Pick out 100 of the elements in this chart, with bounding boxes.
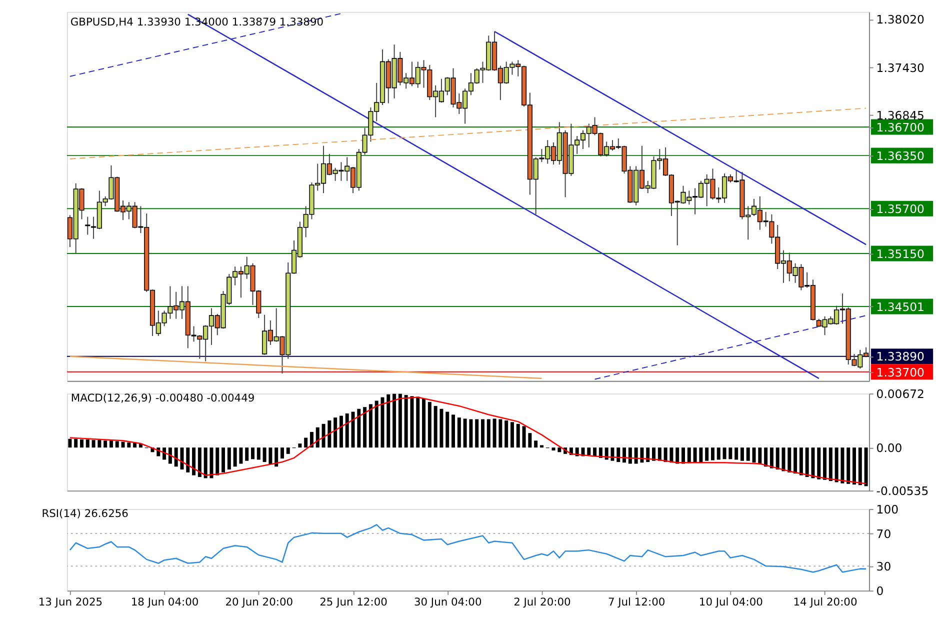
x-tick-label: 25 Jun 12:00 xyxy=(320,596,388,609)
y-tick-label: 1.35700 xyxy=(876,202,924,216)
bar xyxy=(681,448,685,464)
bar xyxy=(776,448,780,470)
bar xyxy=(251,448,255,460)
bar xyxy=(198,448,202,477)
bar xyxy=(115,441,119,448)
bar xyxy=(770,448,774,468)
line-series xyxy=(69,524,867,573)
bar xyxy=(398,394,402,448)
y-tick-label: 1.36700 xyxy=(876,120,924,134)
bar xyxy=(245,448,249,461)
bar xyxy=(828,448,832,482)
y-tick-label: 70 xyxy=(876,526,892,541)
bar xyxy=(734,448,738,460)
bar xyxy=(498,419,502,448)
bar xyxy=(334,418,338,448)
bar xyxy=(98,440,102,448)
bar xyxy=(210,448,214,478)
y-tick-label: 1.33890 xyxy=(876,350,924,364)
bar xyxy=(722,448,726,460)
bar xyxy=(256,448,260,460)
y-tick-label: 100 xyxy=(876,502,899,516)
bar xyxy=(86,439,90,448)
x-tick-label: 20 Jun 20:00 xyxy=(225,596,294,609)
bar xyxy=(534,440,538,448)
bar xyxy=(316,427,320,448)
bar xyxy=(834,448,838,482)
bar xyxy=(104,440,108,448)
y-tick-label: 0.00 xyxy=(876,440,902,455)
bar xyxy=(345,413,349,448)
bar xyxy=(475,419,479,448)
bar xyxy=(457,418,461,448)
bar xyxy=(469,419,473,448)
y-tick-label: 1.36845 xyxy=(876,108,924,123)
bar xyxy=(280,448,284,458)
y-tick-label: 30 xyxy=(876,559,892,574)
bar xyxy=(204,448,208,478)
bar xyxy=(180,448,184,470)
bar xyxy=(823,448,827,480)
bar xyxy=(480,419,484,448)
bar xyxy=(540,445,544,448)
bar xyxy=(74,438,78,448)
bar xyxy=(328,420,332,448)
bar xyxy=(799,448,803,476)
chart-title: MACD(12,26,9) -0.00480 -0.00449 xyxy=(70,391,255,404)
y-tick-label: -0.00535 xyxy=(876,484,929,498)
bar xyxy=(864,448,868,486)
bar xyxy=(670,448,674,463)
bar xyxy=(710,448,714,460)
bar xyxy=(351,412,355,448)
bar xyxy=(174,448,178,467)
y-tick-label: 1.33700 xyxy=(876,365,924,380)
bar xyxy=(740,448,744,461)
bar xyxy=(598,448,602,458)
bar xyxy=(286,448,290,454)
bar xyxy=(298,444,302,448)
bar xyxy=(552,448,556,450)
y-tick-label: 1.37430 xyxy=(876,60,924,75)
bar xyxy=(440,408,444,448)
bar xyxy=(357,408,361,448)
bar xyxy=(268,448,272,464)
bar xyxy=(239,448,243,464)
x-tick-label: 14 Jul 20:00 xyxy=(793,596,858,609)
bar xyxy=(840,448,844,484)
x-tick-label: 7 Jul 12:00 xyxy=(608,596,666,609)
bar xyxy=(486,419,490,448)
bar xyxy=(788,448,792,472)
bar xyxy=(628,448,632,464)
bar xyxy=(687,448,691,464)
bar xyxy=(764,448,768,467)
bar xyxy=(699,448,703,462)
bar xyxy=(446,412,450,448)
y-tick-label: 1.34501 xyxy=(876,300,924,314)
bar xyxy=(504,420,508,448)
x-tick-label: 2 Jul 20:00 xyxy=(514,596,572,609)
bar xyxy=(80,439,84,448)
bar xyxy=(227,448,231,470)
bar xyxy=(528,433,532,448)
y-tick-label: 0 xyxy=(876,584,884,598)
x-tick-label: 30 Jun 04:00 xyxy=(414,596,482,609)
bar xyxy=(805,448,809,477)
bar xyxy=(392,394,396,448)
bar xyxy=(233,448,237,467)
bar xyxy=(516,424,520,448)
bar xyxy=(374,400,378,448)
bar xyxy=(127,442,131,448)
bar xyxy=(222,448,226,472)
bar xyxy=(664,448,668,462)
y-tick-label: 1.36350 xyxy=(876,148,924,163)
bar xyxy=(304,438,308,448)
bar xyxy=(262,448,266,462)
bar xyxy=(121,442,125,448)
bar xyxy=(640,448,644,463)
bar xyxy=(133,442,137,448)
chart-title: RSI(14) 26.6256 xyxy=(42,506,129,520)
bar xyxy=(616,448,620,462)
bar xyxy=(817,448,821,480)
bar xyxy=(811,448,815,478)
bar xyxy=(168,448,172,464)
